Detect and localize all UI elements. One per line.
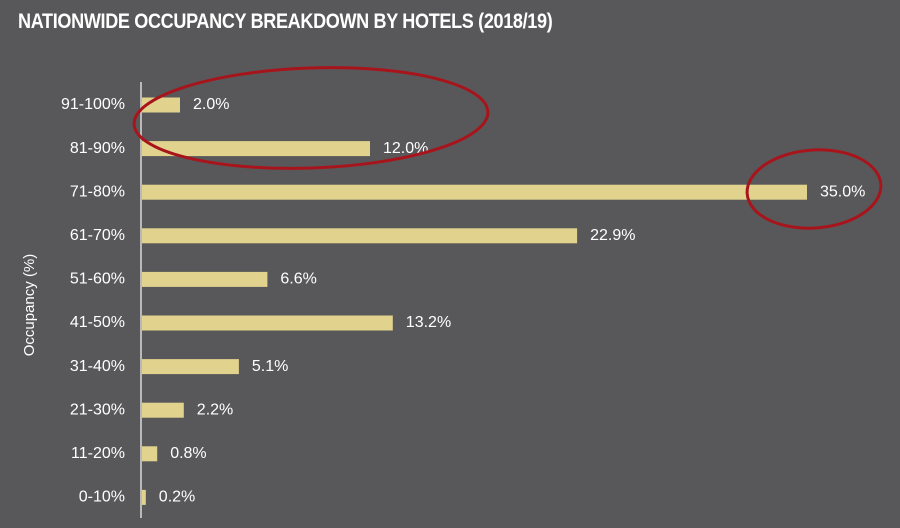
bar-71-80%	[142, 184, 807, 200]
value-label: 12.0%	[383, 140, 428, 157]
y-axis-label: Occupancy (%)	[21, 254, 38, 357]
value-label: 0.2%	[159, 489, 195, 506]
value-label: 2.0%	[193, 96, 229, 113]
value-label: 22.9%	[590, 227, 635, 244]
highlight-ellipse-peak	[745, 148, 883, 230]
value-label: 0.8%	[170, 445, 206, 462]
bar-31-40%	[142, 359, 239, 375]
value-label: 6.6%	[280, 271, 316, 288]
category-label: 41-50%	[70, 314, 125, 331]
category-label: 51-60%	[70, 271, 125, 288]
bar-61-70%	[142, 228, 578, 244]
value-label: 13.2%	[406, 314, 451, 331]
category-label: 0-10%	[79, 489, 125, 506]
value-label: 5.1%	[252, 358, 288, 375]
bar-0-10%	[142, 489, 146, 505]
bar-11-20%	[142, 446, 158, 462]
category-label: 11-20%	[71, 445, 125, 462]
bar-81-90%	[142, 141, 370, 157]
bar-21-30%	[142, 402, 184, 418]
category-label: 91-100%	[61, 96, 125, 113]
bar-41-50%	[142, 315, 393, 331]
chart-title: NATIONWIDE OCCUPANCY BREAKDOWN BY HOTELS…	[18, 10, 553, 33]
category-label: 21-30%	[70, 401, 125, 418]
value-label: 35.0%	[820, 183, 865, 200]
category-label: 31-40%	[70, 358, 125, 375]
category-label: 71-80%	[70, 183, 125, 200]
value-label: 2.2%	[197, 401, 233, 418]
bar-51-60%	[142, 271, 268, 287]
category-label: 81-90%	[70, 140, 125, 157]
category-label: 61-70%	[70, 227, 125, 244]
highlight-ellipse-top	[132, 66, 490, 170]
